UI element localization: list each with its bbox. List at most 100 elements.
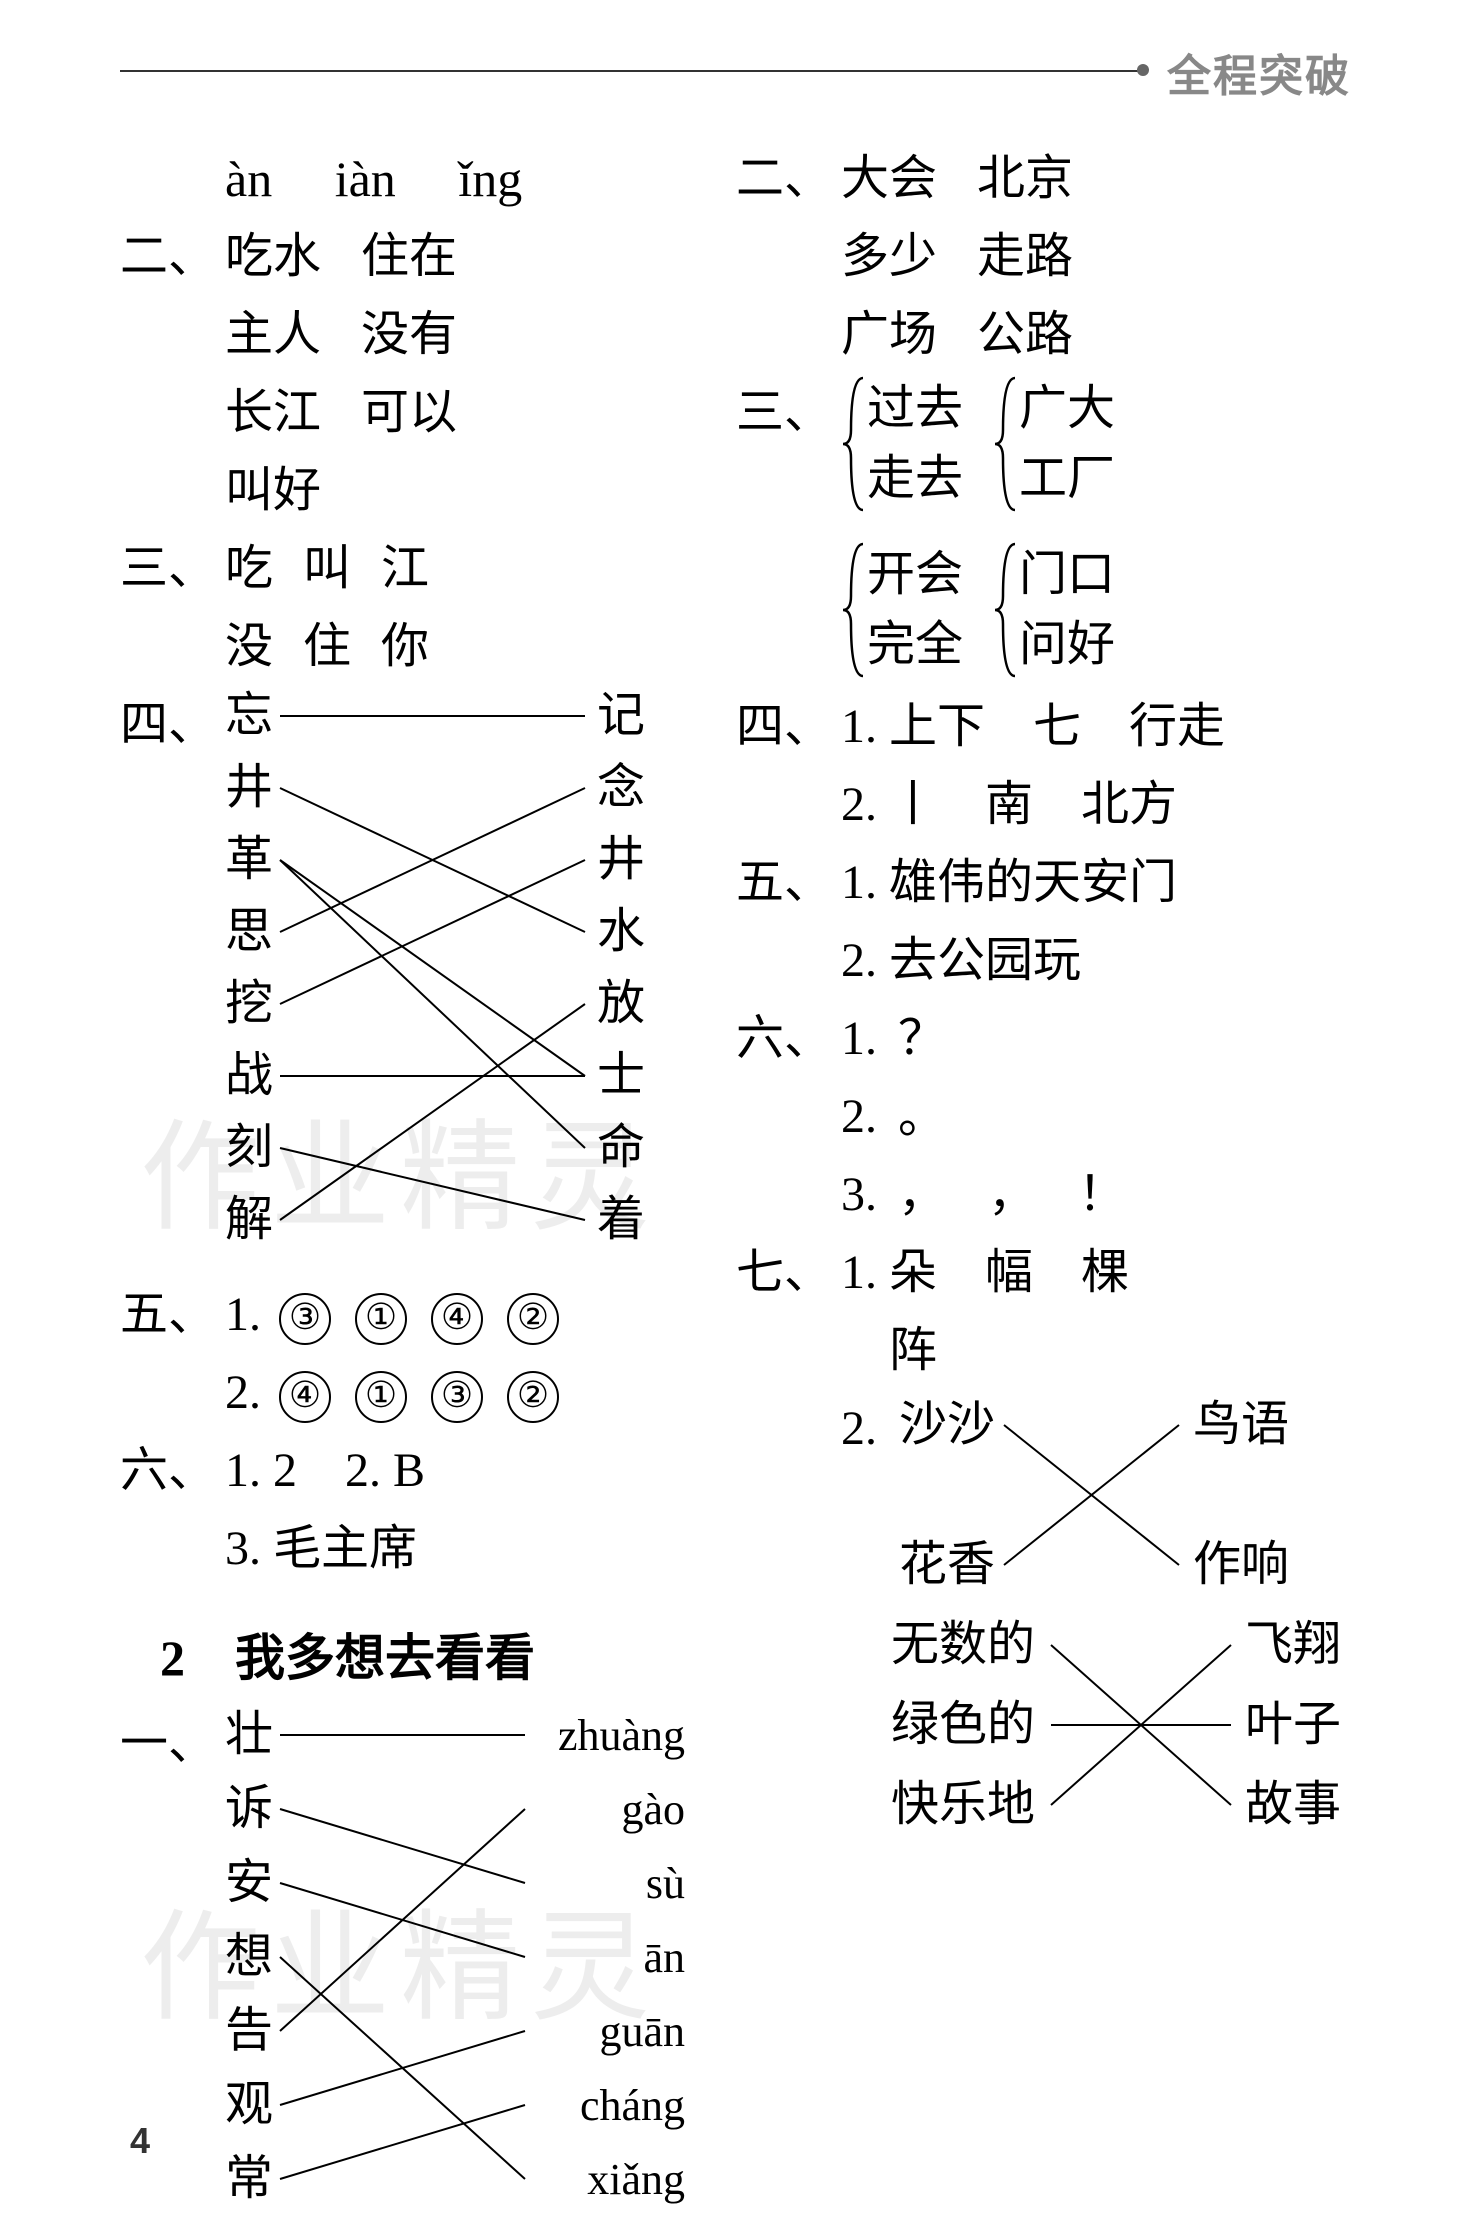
svg-text:放: 放 [597,977,645,1030]
svg-text:记: 记 [597,689,645,742]
section-label: 四、 [736,688,841,766]
word: 完全 [867,610,963,680]
section-label: 六、 [736,1000,841,1078]
section-label: 四、 [120,686,225,764]
word: 广大 [1019,374,1115,444]
circled-num: ② [507,1293,559,1345]
circled-num: ① [355,1293,407,1345]
brace-icon [841,540,867,680]
section-body: 大会北京 多少走路 广场公路 [841,140,1361,374]
punct: ！ [1057,1156,1147,1234]
svg-text:井: 井 [225,761,273,814]
char: 住 [303,620,351,673]
circled-num: ④ [431,1293,483,1345]
page-number: 4 [130,2120,150,2162]
matching-diagram: 无数的绿色的快乐地 飞翔叶子故事 [841,1610,1361,1870]
section-label: 二、 [736,140,841,218]
item-num: 2. [225,1366,261,1419]
word: 门口 [1019,540,1115,610]
svg-text:叶子: 叶子 [1245,1698,1341,1751]
punct: ， [967,1156,1057,1234]
pinyin-row: àn iàn ǐng [225,140,716,218]
svg-text:xiǎng: xiǎng [587,2155,685,2204]
svg-text:鸟语: 鸟语 [1193,1398,1289,1451]
answer-line: 1. 2 2. B [225,1432,716,1510]
svg-text:飞翔: 飞翔 [1245,1618,1341,1671]
section-label: 五、 [120,1276,225,1354]
svg-text:ān: ān [643,1933,685,1982]
pinyin-item: iàn [335,151,396,207]
svg-text:水: 水 [597,905,645,958]
section-body: 过去走去广大工厂 开会完全门口问好 [841,374,1361,688]
word: 走路 [977,218,1073,296]
word: 主人 [225,296,321,374]
section-label: 七、 [736,1234,841,1312]
header-dot-icon [1137,64,1149,76]
svg-text:井: 井 [597,833,645,886]
word: 问好 [1019,610,1115,680]
char: 没 [225,620,273,673]
section-body: 1. 2 2. B 3. 毛主席 [225,1432,716,1588]
section-body: 吃叫江 没住你 [225,530,716,686]
svg-text:快乐地: 快乐地 [891,1778,1035,1831]
word: 长江 [225,374,321,452]
item-num: 2. [841,1090,877,1143]
char: 江 [381,542,429,595]
section-label: 二、 [120,218,225,296]
brace-icon [993,374,1019,514]
section-body: 1.？ 2.。 3.，，！ [841,1000,1361,1234]
svg-text:刻: 刻 [225,1121,273,1174]
section-label: 三、 [120,530,225,608]
char: 吃 [225,542,273,595]
word: 可以 [361,374,457,452]
word: 没有 [361,296,457,374]
section-label: 三、 [736,374,841,452]
section-label: 一、 [120,1705,225,1783]
word: 过去 [867,374,963,444]
svg-text:壮: 壮 [225,1708,273,1761]
left-column: àn iàn ǐng 二、 吃水住在 主人没有 长江可以 叫好 三、 [120,140,726,2092]
word: 走去 [867,444,963,514]
answer-line: 1. 朵 幅 棵 [841,1234,1361,1312]
matching-diagram: 壮诉安想告观常zhuànggàosùānguānchángxiǎng [225,1705,716,2235]
punct: ？ [877,1000,967,1078]
punct: 。 [877,1078,967,1156]
svg-text:作响: 作响 [1193,1538,1289,1591]
svg-text:着: 着 [597,1193,645,1246]
answer-line: 2. 丨 南 北方 [841,766,1361,844]
word: 吃水 [225,218,321,296]
svg-text:沙沙: 沙沙 [899,1398,995,1451]
item-num: 1. [841,1012,877,1065]
word: 广场 [841,296,937,374]
answer-line: 1. 雄伟的天安门 [841,844,1361,922]
svg-text:解: 解 [225,1193,273,1246]
word: 多少 [841,218,937,296]
circled-num: ③ [431,1371,483,1423]
answer-line: 2. 去公园玩 [841,922,1361,1000]
header-brand: 全程突破 [1167,40,1351,104]
svg-text:士: 士 [597,1049,645,1102]
svg-text:挖: 挖 [225,977,273,1030]
svg-text:gào: gào [621,1785,685,1834]
char: 你 [381,620,429,673]
svg-text:无数的: 无数的 [891,1618,1035,1671]
svg-text:绿色的: 绿色的 [891,1698,1035,1751]
svg-text:花香: 花香 [899,1538,995,1591]
answer-line: 3. 毛主席 [225,1510,716,1588]
svg-text:观: 观 [225,2078,273,2131]
header-rule [120,70,1141,72]
word: 开会 [867,540,963,610]
punct: ， [877,1156,967,1234]
circled-num: ③ [279,1293,331,1345]
svg-text:故事: 故事 [1245,1778,1341,1831]
word: 北京 [977,140,1073,218]
section-body: 1. 朵 幅 棵 [841,1234,1361,1312]
svg-text:安: 安 [225,1856,273,1909]
right-column: 二、 大会北京 多少走路 广场公路 三、 过去走去广大工厂 开会完全门口问好 四… [726,140,1361,2092]
svg-text:zhuàng: zhuàng [558,1711,685,1760]
svg-text:常: 常 [225,2152,273,2205]
svg-text:cháng: cháng [580,2081,685,2130]
pinyin-item: àn [225,151,272,207]
brace-icon [993,540,1019,680]
section-body: 1. ③ ① ④ ② 2. ④ ① ③ ② [225,1276,716,1432]
